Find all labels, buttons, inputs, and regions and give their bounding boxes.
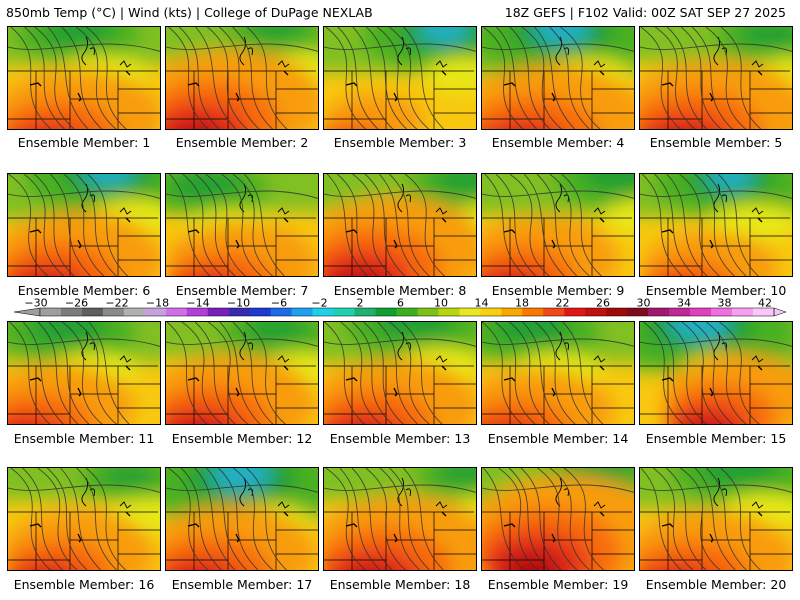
colorbar-swatch	[165, 308, 188, 316]
colorbar-swatch	[690, 308, 712, 316]
colorbar-swatch	[669, 308, 691, 316]
ensemble-member-map	[323, 173, 477, 277]
colorbar-swatch	[249, 308, 271, 316]
colorbar-swatch	[711, 308, 733, 316]
ensemble-member-map	[481, 321, 635, 425]
colorbar-swatch	[186, 308, 209, 316]
colorbar-swatch	[40, 308, 62, 316]
colorbar-swatch	[81, 308, 104, 316]
colorbar-swatch	[207, 308, 230, 316]
colorbar-tick-label: 22	[556, 297, 570, 310]
ensemble-member-label: Ensemble Member: 18	[329, 577, 471, 592]
ensemble-member-map	[639, 321, 793, 425]
colorbar-swatch	[438, 308, 460, 316]
colorbar-tick-label: 30	[637, 297, 651, 310]
colorbar-swatch	[459, 308, 481, 316]
ensemble-member-map	[7, 321, 161, 425]
colorbar-swatch	[732, 308, 754, 316]
ensemble-member-label: Ensemble Member: 19	[487, 577, 629, 592]
ensemble-member-label: Ensemble Member: 20	[645, 577, 787, 592]
ensemble-member-label: Ensemble Member: 7	[175, 283, 309, 298]
ensemble-member-map	[165, 26, 319, 130]
colorbar-swatch	[270, 308, 292, 316]
colorbar-swatch	[417, 308, 439, 316]
colorbar-swatch	[564, 308, 586, 316]
colorbar-swatch	[543, 308, 565, 316]
ensemble-member-label: Ensemble Member: 14	[487, 431, 629, 446]
ensemble-member-label: Ensemble Member: 5	[649, 135, 783, 150]
colorbar-tick-label: −18	[146, 297, 169, 310]
colorbar-swatch	[291, 308, 313, 316]
header-title: 850mb Temp (°C) | Wind (kts) | College o…	[6, 5, 373, 20]
colorbar-arrow-high	[773, 307, 786, 317]
ensemble-member-map	[639, 26, 793, 130]
ensemble-member-label: Ensemble Member: 10	[645, 283, 787, 298]
colorbar-tick-label: −14	[186, 297, 209, 310]
colorbar-swatch	[123, 308, 146, 316]
ensemble-member-map	[481, 173, 635, 277]
ensemble-member-label: Ensemble Member: 17	[171, 577, 313, 592]
ensemble-member-map	[481, 467, 635, 571]
ensemble-member-map	[639, 467, 793, 571]
colorbar-tick-label: 42	[758, 297, 772, 310]
colorbar-tick-label: 2	[357, 297, 364, 310]
colorbar-swatch	[396, 308, 418, 316]
ensemble-member-map	[7, 173, 161, 277]
colorbar-swatch	[501, 308, 523, 316]
ensemble-member-label: Ensemble Member: 6	[17, 283, 151, 298]
colorbar-tick-label: 6	[397, 297, 404, 310]
colorbar-tick-label: −26	[65, 297, 88, 310]
ensemble-member-label: Ensemble Member: 8	[333, 283, 467, 298]
header-run-info: 18Z GEFS | F102 Valid: 00Z SAT SEP 27 20…	[504, 5, 786, 20]
ensemble-member-map	[7, 467, 161, 571]
ensemble-member-label: Ensemble Member: 2	[175, 135, 309, 150]
colorbar-swatch	[648, 308, 670, 316]
colorbar-swatch	[522, 308, 544, 316]
ensemble-member-label: Ensemble Member: 1	[17, 135, 151, 150]
colorbar-tick-label: 14	[475, 297, 489, 310]
colorbar-swatch	[354, 308, 376, 316]
ensemble-member-map	[323, 321, 477, 425]
colorbar-swatch	[312, 308, 334, 316]
colorbar-swatch	[60, 308, 83, 316]
colorbar-swatch	[606, 308, 628, 316]
colorbar-swatch	[228, 308, 251, 316]
ensemble-member-map	[323, 467, 477, 571]
colorbar-tick-label: −30	[24, 297, 47, 310]
colorbar-tick-label: −2	[311, 297, 327, 310]
colorbar-tick-label: 34	[677, 297, 691, 310]
colorbar-tick-label: 38	[718, 297, 732, 310]
ensemble-member-map	[323, 26, 477, 130]
colorbar-tick-label: −6	[271, 297, 287, 310]
ensemble-member-label: Ensemble Member: 12	[171, 431, 313, 446]
colorbar-tick-label: −10	[227, 297, 250, 310]
colorbar-tick-label: 18	[515, 297, 529, 310]
temperature-colorbar: −30 −26 −22 −18 −14 −10 −6 −2 2 6 10 14 18 22 26 30 34 38…	[14, 297, 786, 317]
ensemble-member-map	[639, 173, 793, 277]
ensemble-member-map	[165, 467, 319, 571]
ensemble-member-map	[7, 26, 161, 130]
colorbar-swatch	[585, 308, 607, 316]
colorbar-swatch	[144, 308, 167, 316]
ensemble-member-label: Ensemble Member: 15	[645, 431, 787, 446]
colorbar-swatch	[102, 308, 125, 316]
colorbar-tick-label: 26	[596, 297, 610, 310]
ensemble-member-label: Ensemble Member: 13	[329, 431, 471, 446]
ensemble-member-map	[165, 321, 319, 425]
ensemble-member-label: Ensemble Member: 3	[333, 135, 467, 150]
colorbar-swatch	[375, 308, 397, 316]
ensemble-member-map	[481, 26, 635, 130]
ensemble-member-label: Ensemble Member: 16	[13, 577, 155, 592]
colorbar-tick-label: 10	[434, 297, 448, 310]
colorbar-swatch	[333, 308, 355, 316]
ensemble-member-label: Ensemble Member: 9	[491, 283, 625, 298]
colorbar-tick-label: −22	[105, 297, 128, 310]
colorbar-swatch	[753, 308, 775, 316]
ensemble-member-label: Ensemble Member: 4	[491, 135, 625, 150]
colorbar-swatch	[627, 308, 649, 316]
colorbar-swatch	[480, 308, 502, 316]
ensemble-member-label: Ensemble Member: 11	[13, 431, 155, 446]
ensemble-member-map	[165, 173, 319, 277]
